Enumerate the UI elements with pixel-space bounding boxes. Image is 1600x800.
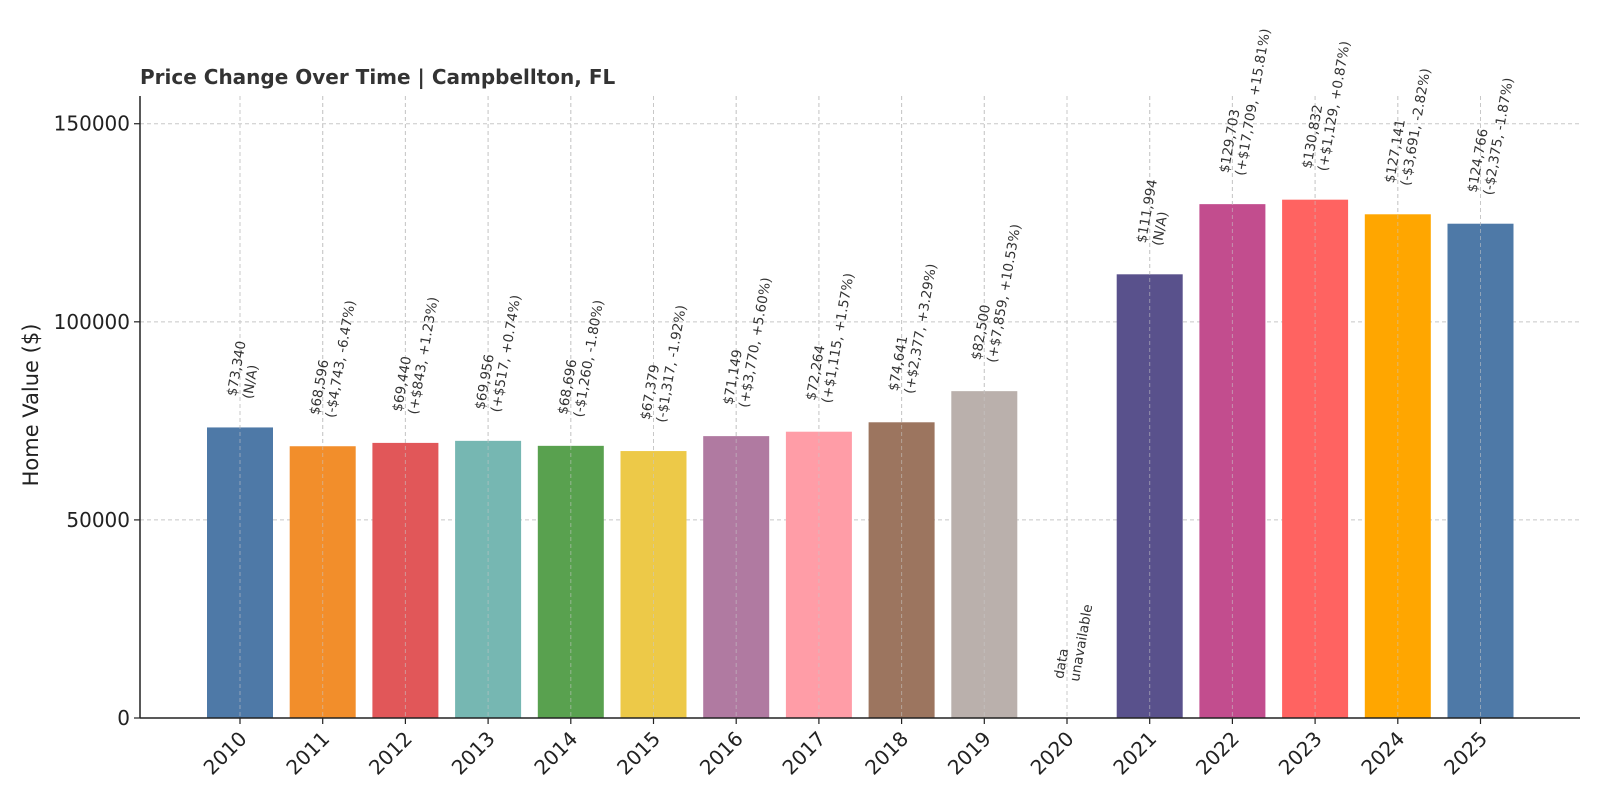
data-label-2017: $72,264(+$1,115, +1.57%) bbox=[803, 272, 858, 405]
x-tick-label: 2020 bbox=[1026, 727, 1079, 780]
data-label-change: (+$1,115, +1.57%) bbox=[819, 272, 858, 405]
x-tick-label: 2021 bbox=[1108, 727, 1161, 780]
x-tick-label: 2016 bbox=[695, 727, 748, 780]
grid bbox=[140, 96, 1580, 718]
x-tick-label: 2014 bbox=[529, 727, 582, 780]
y-tick-label: 100000 bbox=[54, 310, 130, 334]
data-label-change: (+$517, +0.74%) bbox=[488, 294, 524, 414]
data-label-2024: $127,141(-$3,691, -2.82%) bbox=[1382, 67, 1434, 187]
bar-2018 bbox=[868, 422, 935, 718]
x-tick-label: 2013 bbox=[447, 727, 500, 780]
bars bbox=[207, 96, 1514, 719]
data-label-2023: $130,832(+$1,129, +0.87%) bbox=[1299, 40, 1353, 173]
y-tick-label: 50000 bbox=[66, 508, 130, 532]
data-label-change: (+$843, +1.23%) bbox=[405, 296, 441, 416]
x-tick-label: 2012 bbox=[364, 727, 417, 780]
data-label-2010: $73,340(N/A) bbox=[224, 340, 262, 401]
data-label-value: data bbox=[1051, 647, 1072, 680]
x-tick-label: 2025 bbox=[1439, 727, 1492, 780]
data-label-2014: $68,696(-$1,260, -1.80%) bbox=[555, 299, 607, 419]
x-tick-label: 2017 bbox=[777, 727, 830, 780]
data-label-2022: $129,703(+$17,709, +15.81%) bbox=[1217, 27, 1274, 177]
data-label-2025: $124,766(-$2,375, -1.87%) bbox=[1465, 77, 1517, 197]
x-tick-label: 2011 bbox=[281, 727, 334, 780]
data-label-change: (N/A) bbox=[240, 364, 262, 401]
bar-2024 bbox=[1364, 214, 1431, 718]
data-label-2011: $68,596(-$4,743, -6.47%) bbox=[307, 299, 359, 419]
data-label-change: (+$3,770, +5.60%) bbox=[736, 276, 775, 409]
y-axis-label: Home Value ($) bbox=[19, 324, 43, 487]
x-tick-label: 2010 bbox=[199, 727, 252, 780]
data-label-2018: $74,641(+$2,377, +3.29%) bbox=[886, 262, 941, 395]
x-tick-label: 2015 bbox=[612, 727, 665, 780]
data-label-2015: $67,379(-$1,317, -1.92%) bbox=[638, 304, 690, 424]
data-label-change: (+$17,709, +15.81%) bbox=[1232, 27, 1274, 177]
data-label-2013: $69,956(+$517, +0.74%) bbox=[472, 294, 524, 414]
data-label-change: (+$2,377, +3.29%) bbox=[902, 262, 941, 395]
data-label-2019: $82,500(+$7,859, +10.53%) bbox=[969, 223, 1025, 364]
data-label-2012: $69,440(+$843, +1.23%) bbox=[390, 296, 442, 416]
x-tick-label: 2018 bbox=[860, 727, 913, 780]
x-tick-label: 2022 bbox=[1191, 727, 1244, 780]
x-tick-label: 2019 bbox=[943, 727, 996, 780]
x-tick-label: 2023 bbox=[1274, 727, 1327, 780]
data-label-change: (-$1,260, -1.80%) bbox=[571, 299, 607, 419]
bar-2016 bbox=[703, 436, 770, 718]
data-label-2016: $71,149(+$3,770, +5.60%) bbox=[720, 276, 775, 409]
data-label-change: (N/A) bbox=[1150, 210, 1172, 247]
data-label-change: unavailable bbox=[1067, 603, 1096, 683]
data-label-2021: $111,994(N/A) bbox=[1134, 178, 1172, 247]
bar-2023 bbox=[1282, 199, 1349, 719]
data-label-change: (+$7,859, +10.53%) bbox=[984, 223, 1024, 364]
chart-title: Price Change Over Time | Campbellton, FL bbox=[140, 65, 616, 89]
y-tick-label: 0 bbox=[117, 706, 130, 730]
x-tick-label: 2024 bbox=[1356, 727, 1409, 780]
data-label-change: (-$4,743, -6.47%) bbox=[323, 299, 359, 419]
y-tick-label: 150000 bbox=[54, 112, 130, 136]
